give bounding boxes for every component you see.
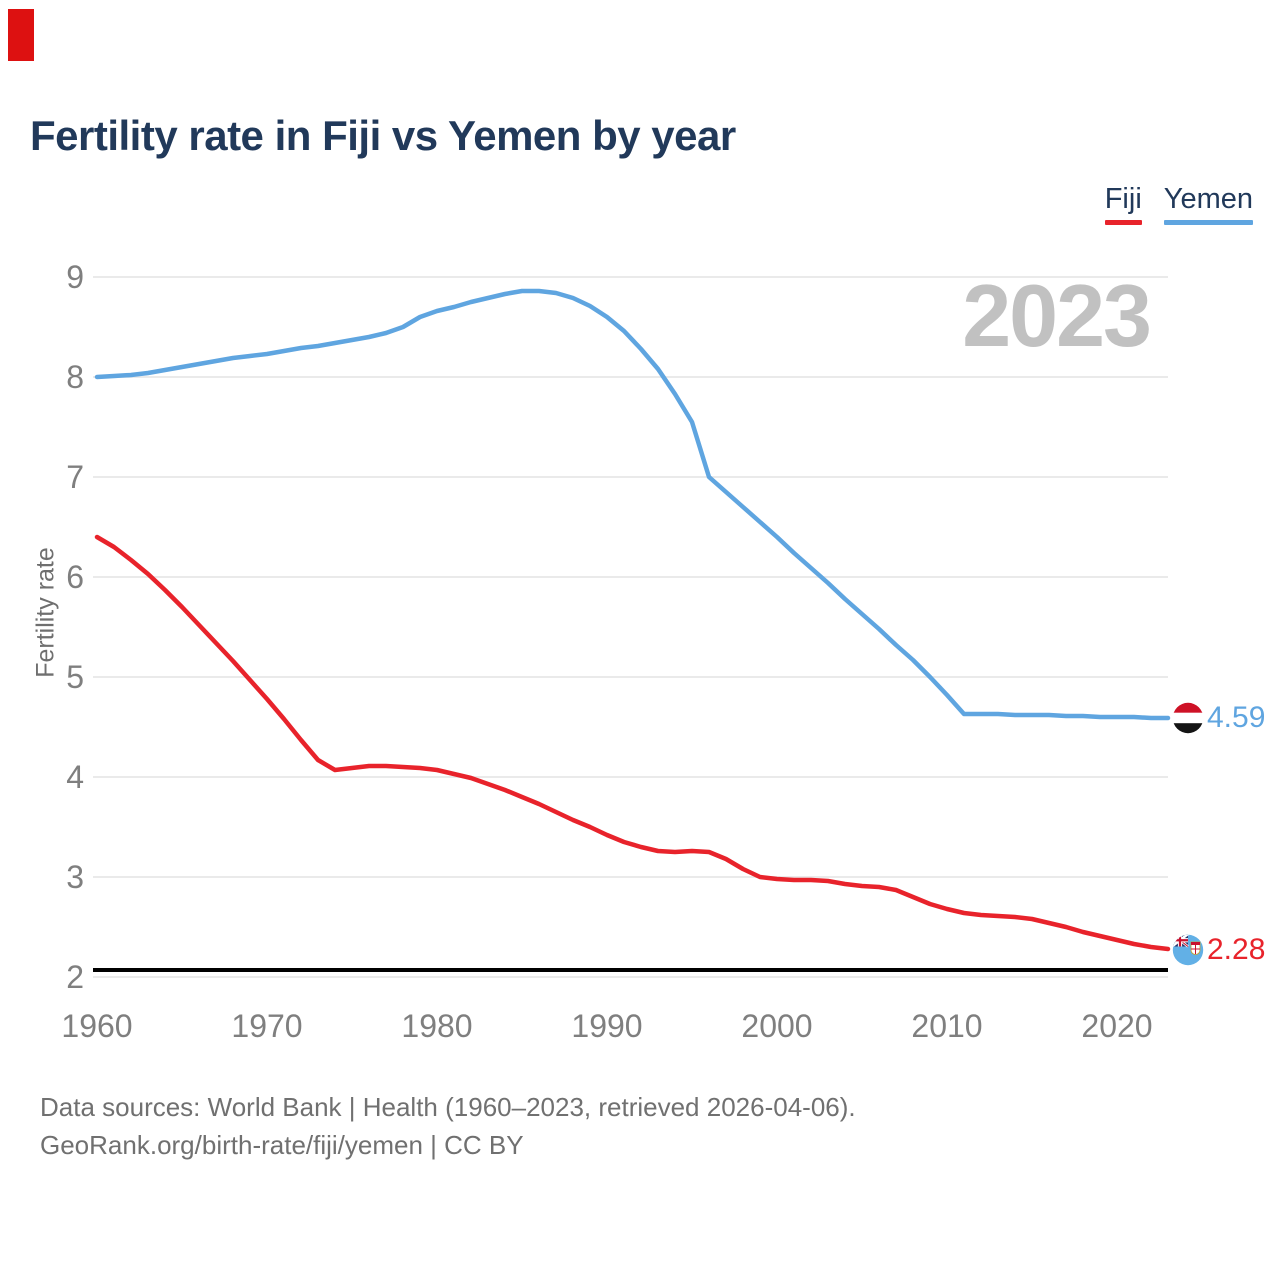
y-tick-label-5: 5: [66, 659, 84, 695]
y-tick-label-8: 8: [66, 359, 84, 395]
y-tick-label-4: 4: [66, 759, 84, 795]
fiji-end-value-label: 2.28: [1207, 933, 1266, 966]
x-tick-label-1980: 1980: [401, 1008, 473, 1044]
y-tick-label-6: 6: [66, 559, 84, 595]
x-tick-label-2020: 2020: [1081, 1008, 1153, 1044]
y-tick-label-7: 7: [66, 459, 84, 495]
legend-item-fiji[interactable]: Fiji: [1104, 183, 1142, 225]
legend: Fiji Yemen: [1104, 183, 1253, 225]
union-jack-canton: [1172, 934, 1189, 948]
x-tick-label-2000: 2000: [741, 1008, 813, 1044]
legend-swatch-fiji: [1104, 220, 1142, 225]
legend-swatch-yemen: [1163, 220, 1253, 225]
page-title: Fertility rate in Fiji vs Yemen by year: [30, 112, 736, 159]
y-tick-label-3: 3: [66, 859, 84, 895]
legend-label-fiji: Fiji: [1104, 183, 1142, 215]
y-tick-label-9: 9: [66, 259, 84, 295]
footer-data-sources: Data sources: World Bank | Health (1960–…: [40, 1092, 856, 1122]
current-year-watermark: 2023: [962, 266, 1152, 365]
footer-url-license: GeoRank.org/birth-rate/fiji/yemen | CC B…: [40, 1130, 524, 1160]
x-tick-label-2010: 2010: [911, 1008, 983, 1044]
y-tick-label-2: 2: [66, 959, 84, 995]
x-tick-label-1990: 1990: [571, 1008, 643, 1044]
series-line-yemen: [94, 288, 1171, 721]
yemen-flag-icon: [1172, 702, 1204, 734]
x-tick-label-1970: 1970: [231, 1008, 303, 1044]
yemen-end-value-label: 4.59: [1207, 701, 1266, 734]
legend-label-yemen: Yemen: [1163, 183, 1253, 215]
series-line-fiji: [94, 534, 1171, 952]
red-marker: [8, 9, 34, 61]
fiji-flag-icon: [1172, 934, 1204, 966]
x-tick-label-1960: 1960: [61, 1008, 133, 1044]
footer-attribution: Data sources: World Bank | Health (1960–…: [40, 1088, 856, 1164]
legend-item-yemen[interactable]: Yemen: [1163, 183, 1253, 225]
fiji-shield: [1190, 941, 1201, 955]
